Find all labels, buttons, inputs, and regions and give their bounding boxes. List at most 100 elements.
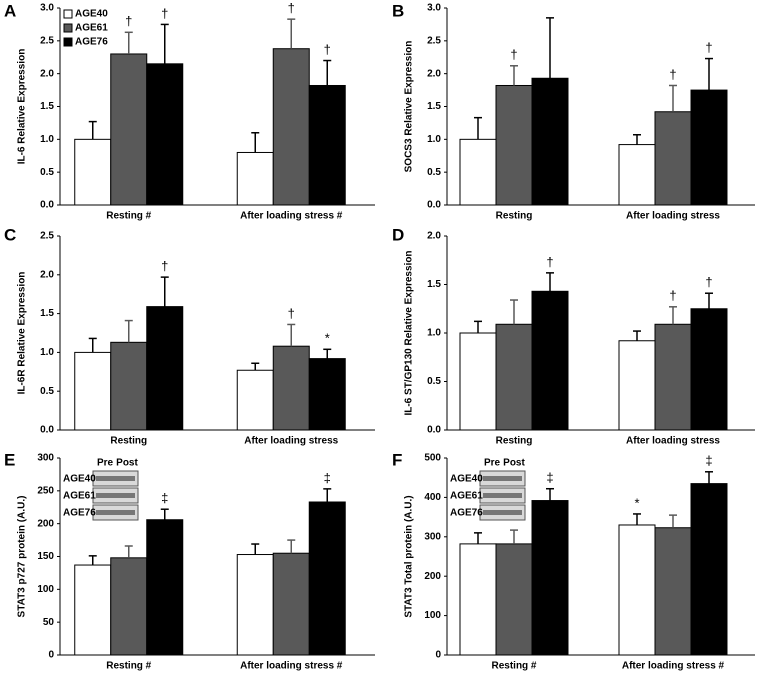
error-bar bbox=[705, 292, 713, 309]
inset-row-label: AGE76 bbox=[450, 508, 483, 519]
y-tick-label: 3.0 bbox=[427, 3, 441, 14]
bar bbox=[308, 501, 346, 656]
bar bbox=[110, 53, 148, 206]
error-bar bbox=[287, 323, 296, 347]
bar bbox=[459, 543, 497, 656]
bar bbox=[654, 527, 692, 656]
inset-row-label: AGE40 bbox=[450, 474, 483, 485]
error-bar bbox=[124, 31, 133, 54]
inset-band bbox=[96, 510, 135, 515]
error-bar bbox=[323, 488, 332, 502]
significance-mark: ‡ bbox=[161, 491, 168, 506]
bar bbox=[308, 358, 346, 431]
bar bbox=[618, 144, 656, 206]
y-tick-label: 250 bbox=[37, 485, 54, 496]
significance-mark: ‡ bbox=[705, 453, 712, 468]
bar bbox=[531, 290, 569, 431]
inset-column-label: Post bbox=[503, 458, 525, 469]
bar bbox=[110, 557, 148, 656]
inset-band bbox=[483, 510, 522, 515]
panel-letter: E bbox=[4, 450, 15, 469]
error-bar bbox=[669, 84, 677, 112]
error-bar bbox=[474, 116, 482, 140]
x-tick-label: Resting # bbox=[106, 211, 151, 222]
x-tick-label: After loading stress # bbox=[240, 661, 343, 672]
significance-mark: † bbox=[669, 288, 676, 303]
bar bbox=[618, 524, 656, 656]
legend-label: AGE40 bbox=[75, 9, 108, 20]
error-bar bbox=[124, 545, 133, 558]
error-bar bbox=[669, 306, 677, 325]
y-tick-label: 0 bbox=[435, 650, 441, 661]
bar bbox=[110, 341, 148, 431]
error-bar bbox=[633, 330, 641, 341]
x-tick-label: After loading stress bbox=[626, 436, 720, 447]
significance-mark: * bbox=[325, 331, 330, 346]
y-tick-label: 0.5 bbox=[40, 386, 54, 397]
error-bar bbox=[323, 348, 332, 359]
bar bbox=[146, 63, 184, 206]
significance-mark: * bbox=[634, 495, 639, 510]
bar bbox=[146, 306, 184, 431]
x-tick-label: After loading stress # bbox=[622, 661, 725, 672]
error-bar bbox=[160, 276, 169, 307]
error-bar bbox=[474, 532, 482, 544]
inset-column-label: Pre bbox=[484, 458, 501, 469]
inset-row-label: AGE61 bbox=[63, 491, 96, 502]
bar bbox=[618, 340, 656, 431]
y-tick-label: 1.5 bbox=[40, 101, 54, 112]
error-bar bbox=[124, 319, 133, 343]
inset-band bbox=[483, 493, 522, 498]
significance-mark: † bbox=[288, 306, 295, 321]
bar bbox=[690, 483, 728, 656]
inset-band bbox=[96, 493, 135, 498]
y-tick-label: 0.5 bbox=[427, 167, 441, 178]
y-tick-label: 2.5 bbox=[427, 35, 441, 46]
bar bbox=[690, 89, 728, 206]
error-bar bbox=[474, 320, 482, 333]
y-tick-label: 2.0 bbox=[40, 68, 54, 79]
y-tick-label: 200 bbox=[424, 571, 441, 582]
significance-mark: † bbox=[510, 47, 517, 62]
error-bar bbox=[510, 299, 518, 325]
y-tick-label: 3.0 bbox=[40, 3, 54, 14]
inset-column-label: Post bbox=[116, 458, 138, 469]
panel-letter: F bbox=[392, 450, 402, 469]
y-tick-label: 1.5 bbox=[427, 279, 441, 290]
bar bbox=[690, 308, 728, 431]
error-bar bbox=[705, 57, 713, 91]
significance-mark: † bbox=[161, 6, 168, 21]
y-tick-label: 150 bbox=[37, 551, 54, 562]
y-tick-label: 2.0 bbox=[427, 231, 441, 242]
bar bbox=[654, 323, 692, 431]
bar bbox=[272, 48, 310, 206]
error-bar bbox=[251, 132, 260, 153]
error-bar bbox=[510, 65, 518, 86]
significance-mark: † bbox=[161, 259, 168, 274]
bar bbox=[146, 519, 184, 656]
bar bbox=[272, 552, 310, 656]
x-tick-label: Resting bbox=[110, 436, 147, 447]
x-tick-label: After loading stress bbox=[626, 211, 720, 222]
y-tick-label: 2.0 bbox=[40, 269, 54, 280]
x-tick-label: Resting # bbox=[106, 661, 151, 672]
legend-swatch bbox=[63, 9, 73, 19]
y-axis-label: IL-6R Relative Expression bbox=[17, 272, 28, 395]
bar bbox=[531, 500, 569, 656]
x-tick-label: After loading stress bbox=[244, 436, 338, 447]
significance-mark: ‡ bbox=[324, 470, 331, 485]
bar bbox=[74, 564, 112, 656]
legend-swatch bbox=[63, 37, 73, 47]
inset-band bbox=[96, 476, 135, 481]
error-bar bbox=[251, 362, 260, 371]
bar bbox=[654, 111, 692, 206]
y-tick-label: 0.0 bbox=[427, 200, 441, 211]
y-tick-label: 1.5 bbox=[427, 101, 441, 112]
bar bbox=[495, 84, 533, 206]
error-bar bbox=[88, 120, 97, 140]
panel-letter: A bbox=[4, 1, 16, 20]
bar bbox=[74, 138, 112, 206]
error-bar bbox=[633, 513, 641, 525]
y-tick-label: 2.0 bbox=[427, 68, 441, 79]
